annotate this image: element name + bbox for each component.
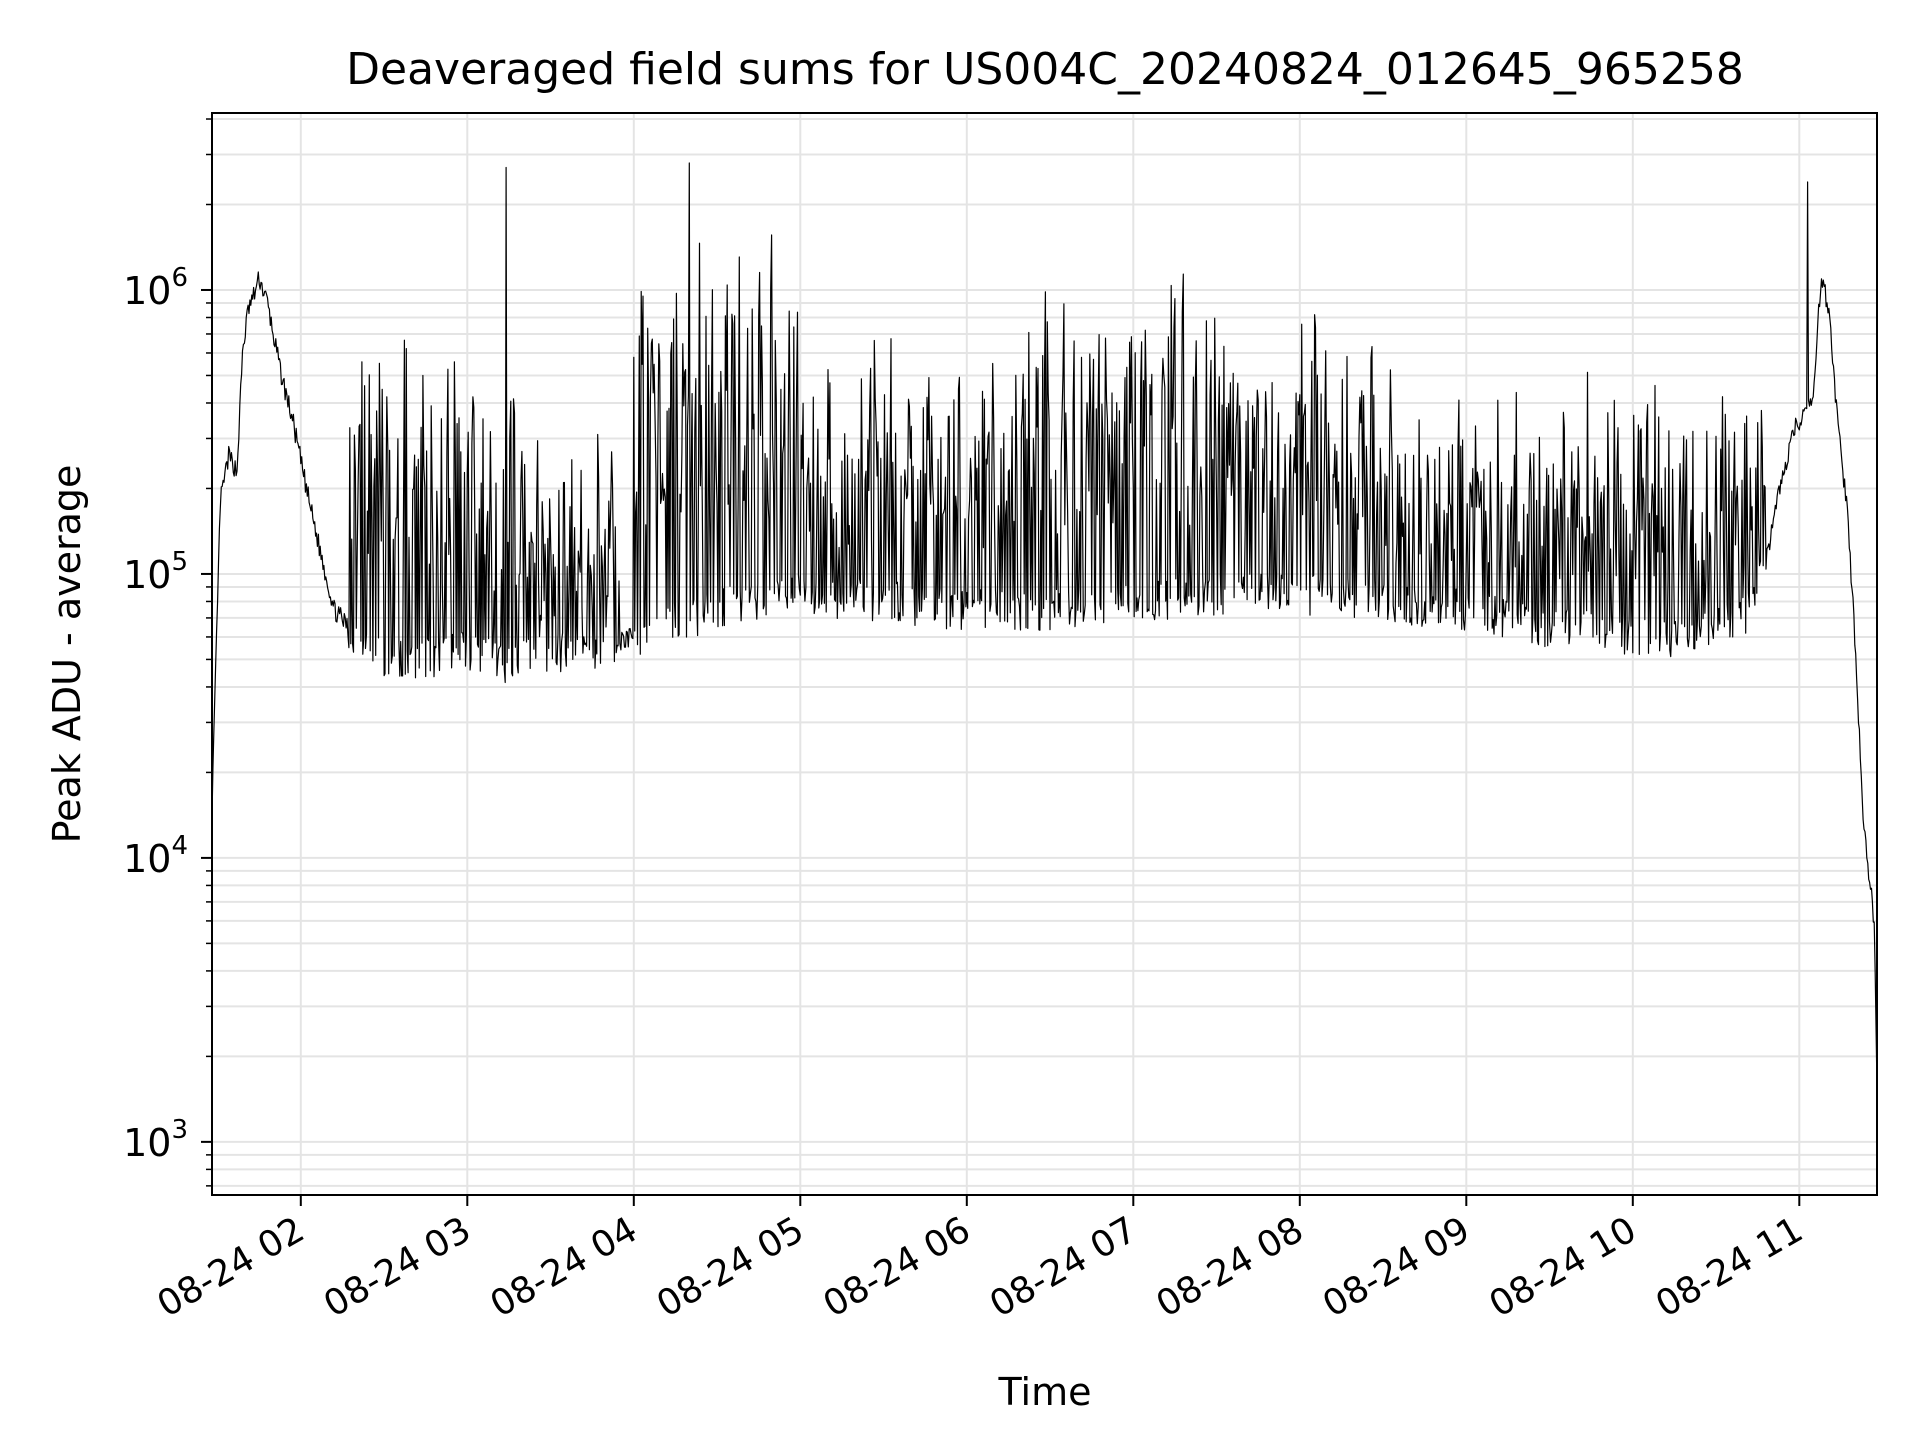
x-axis-label: Time (998, 1370, 1092, 1414)
plot-frame (211, 112, 1878, 1196)
chart-title: Deaveraged field sums for US004C_2024082… (346, 44, 1744, 95)
data-series-line (212, 162, 1877, 1089)
y-axis-label: Peak ADU - average (45, 465, 89, 844)
y-tick-label: 105 (123, 547, 188, 597)
y-tick-label: 106 (123, 263, 188, 313)
y-tick-label: 104 (123, 831, 188, 881)
y-tick-label: 103 (123, 1115, 188, 1165)
